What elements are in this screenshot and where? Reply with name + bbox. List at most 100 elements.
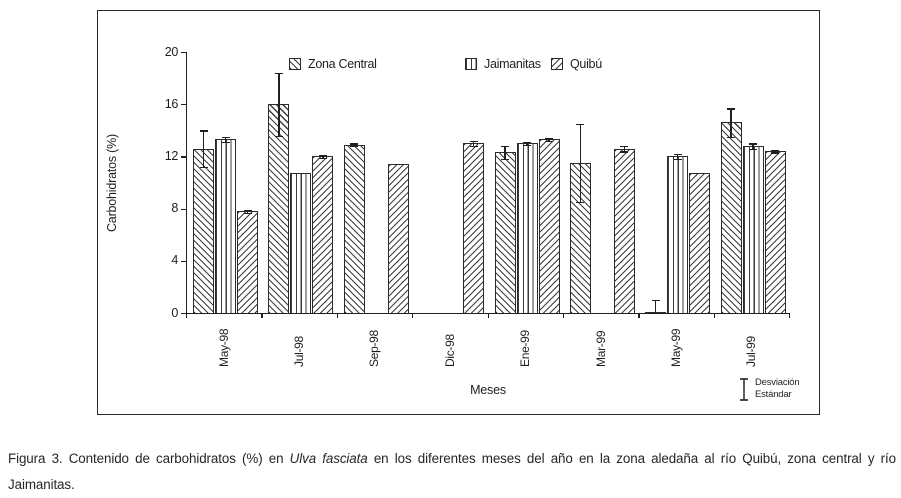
- bar-quib-jul-99: [764, 151, 786, 313]
- bar-quib-may-98: [237, 211, 258, 313]
- legend-label-zona-central: Zona Central: [308, 57, 377, 71]
- bar-quib-ene-99: [538, 139, 560, 313]
- error-bar-cap: [749, 143, 758, 145]
- legend-item-zona-central: Zona Central: [289, 57, 377, 71]
- x-axis-tick: [186, 313, 188, 318]
- bar-quib-may-99: [689, 173, 711, 313]
- y-tick-label: 4: [171, 253, 178, 268]
- y-axis-tick: [181, 104, 186, 106]
- error-bar-cap: [469, 145, 478, 148]
- error-bar-cap: [576, 123, 585, 126]
- bar-jaimanitas-jul-99: [742, 145, 764, 313]
- x-tick-label-jul-99: Jul-99: [744, 336, 759, 367]
- legend-item-quibu: Quibú: [551, 57, 602, 71]
- error-bar-cap: [673, 153, 682, 156]
- error-bar: [579, 123, 582, 203]
- x-axis-title: Meses: [470, 383, 506, 397]
- error-bar-cap: [221, 142, 230, 144]
- error-bar-cap: [727, 108, 736, 110]
- error-bar-cap: [274, 72, 283, 75]
- error-bar-cap: [318, 155, 327, 157]
- bar-jaimanitas-may-99: [667, 156, 689, 313]
- bar-zona-central-may-98: [193, 148, 214, 313]
- error-bar-cap: [771, 149, 780, 152]
- error-bar-cap: [274, 135, 283, 137]
- y-tick-label: 12: [164, 148, 179, 163]
- error-bar-cap: [501, 145, 509, 148]
- plot-area: 0 4 8 12 16 20 May-98 Jul-98 Sep-98 Dic-98 Ene-99 M…: [98, 11, 819, 414]
- y-axis-tick: [181, 313, 186, 315]
- y-axis-tick: [181, 52, 186, 54]
- legend-label-quibu: Quibú: [570, 57, 602, 71]
- x-tick-label-may-98: May-98: [216, 328, 231, 367]
- y-axis-tick: [181, 208, 186, 210]
- bar-zona-central-jul-99: [720, 122, 742, 313]
- bar-quib-sep-98: [387, 164, 409, 313]
- error-bar-cap: [749, 148, 758, 150]
- caption-species-italic: Ulva fasciata: [289, 451, 368, 466]
- error-bar-cap: [673, 159, 682, 161]
- x-tick-label-dic-98: Dic-98: [442, 334, 457, 367]
- error-bar-cap: [620, 145, 629, 148]
- caption-text: en los diferentes meses del año en la zo…: [8, 451, 896, 492]
- error-bar-cap: [350, 143, 359, 145]
- error-bar-cap: [523, 142, 531, 144]
- bar-quib-dic-98: [463, 143, 485, 313]
- x-tick-label-ene-99: Ene-99: [518, 330, 533, 367]
- stddev-note: Desviación Estándar: [739, 377, 800, 402]
- x-axis-tick: [638, 313, 640, 318]
- bar-jaimanitas-jul-98: [290, 173, 312, 313]
- bar-quib-mar-99: [613, 148, 635, 313]
- x-tick-label-mar-99: Mar-99: [593, 330, 608, 367]
- figure-caption: Figura 3. Contenido de carbohidratos (%)…: [8, 446, 896, 498]
- x-tick-label-sep-98: Sep-98: [367, 330, 382, 367]
- stddev-note-line1: Desviación: [755, 377, 800, 388]
- error-bar-cap: [243, 212, 252, 214]
- y-tick-label: 20: [164, 44, 179, 59]
- error-bar: [752, 143, 754, 149]
- bar-jaimanitas-may-98: [215, 139, 236, 313]
- error-bar-cap: [545, 138, 553, 140]
- error-bar-cap: [199, 166, 208, 169]
- bar-zona-central-ene-99: [494, 152, 516, 313]
- error-bar-cap: [771, 152, 780, 154]
- y-axis-tick: [181, 156, 186, 158]
- bar-jaimanitas-ene-99: [516, 143, 538, 313]
- chart-figure: Carbohidratos (%) 0 4 8 12 16 20 May-98 Jul-98 S…: [97, 10, 820, 415]
- zona-central-swatch-icon: [289, 58, 301, 70]
- error-bar: [655, 299, 657, 313]
- x-axis-tick: [336, 313, 339, 318]
- error-bar-cap: [350, 145, 359, 148]
- error-bar-cap: [651, 299, 660, 302]
- error-bar: [730, 108, 732, 137]
- x-axis-tick: [412, 313, 414, 318]
- x-axis-tick: [713, 313, 715, 318]
- stddev-note-line2: Estándar: [755, 388, 792, 400]
- error-bar-cap: [318, 157, 327, 160]
- quibu-swatch-icon: [551, 58, 563, 70]
- bar-zona-central-jul-98: [268, 104, 290, 313]
- x-axis-tick: [487, 313, 489, 318]
- error-bar: [677, 153, 679, 159]
- bar-zona-central-sep-98: [343, 144, 365, 313]
- error-bar-cap: [199, 130, 208, 132]
- stddev-note-text: Desviación Estándar: [755, 377, 800, 400]
- error-bar: [202, 130, 205, 167]
- error-bar: [224, 136, 227, 143]
- error-bar-cap: [221, 136, 230, 139]
- error-bar-cap: [523, 144, 531, 147]
- error-bar-cap: [243, 209, 252, 212]
- error-bar: [278, 72, 280, 136]
- x-axis-tick: [562, 313, 565, 318]
- error-bar-icon: [740, 378, 748, 401]
- error-bar-cap: [545, 140, 553, 143]
- x-axis-tick: [789, 313, 791, 318]
- error-bar: [504, 145, 506, 159]
- legend-item-jaimanitas: Jaimanitas: [465, 57, 541, 71]
- error-bar-cap: [620, 151, 629, 153]
- x-tick-label-jul-98: Jul-98: [292, 336, 307, 367]
- x-tick-label-may-99: May-99: [668, 328, 683, 367]
- bar-quib-jul-98: [312, 156, 334, 313]
- y-axis-line: [186, 52, 188, 313]
